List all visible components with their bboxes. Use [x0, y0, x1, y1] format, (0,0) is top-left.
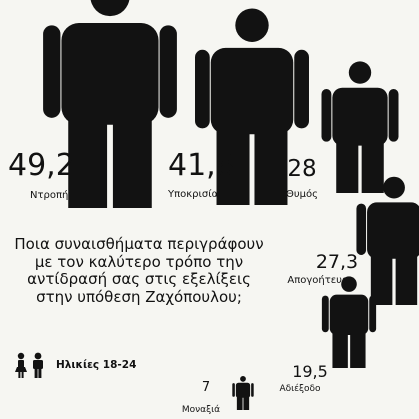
question-title: Ποια συναισθήματα περιγράφουν με τον καλ… — [14, 235, 264, 306]
figure-right-leg — [350, 333, 366, 368]
person-figure — [195, 8, 309, 205]
figure-torso — [61, 23, 159, 125]
male-female-icon — [15, 352, 43, 378]
legend-label: Ηλικίες 18-24 — [56, 359, 137, 371]
legend: Ηλικίες 18-24 — [12, 350, 136, 380]
category-label: Μοναξιά — [182, 405, 220, 415]
figure-left-leg — [236, 397, 243, 410]
figure-right-leg — [395, 256, 418, 305]
figure-head — [348, 61, 372, 84]
figure-right-leg — [361, 142, 384, 193]
value-label: 49,2 — [8, 148, 75, 183]
person-figure — [321, 276, 377, 368]
figure-left-arm — [356, 203, 367, 255]
figure-head — [235, 8, 269, 42]
figure-right-leg — [254, 130, 288, 205]
value-label: 41,8 — [168, 148, 235, 183]
value-label: 7 — [202, 380, 210, 395]
figure-left-arm — [195, 49, 210, 129]
category-label: Θυμός — [286, 188, 318, 200]
figure-torso — [329, 294, 369, 336]
figure-left-arm — [321, 295, 329, 333]
figure-right-leg — [112, 120, 152, 208]
figure-left-arm — [321, 89, 332, 142]
figure-torso — [332, 87, 388, 146]
category-label: Ντροπή — [30, 189, 68, 201]
figure-left-leg — [68, 120, 108, 208]
category-label: Υποκρισία — [167, 188, 219, 200]
figure-left-leg — [370, 256, 393, 305]
value-label: 28 — [287, 156, 316, 182]
value-label: 27,3 — [316, 251, 358, 273]
figure-left-leg — [216, 130, 250, 205]
figure-torso — [235, 382, 251, 398]
figure-head — [383, 176, 405, 199]
category-label: Αδιέξοδο — [279, 383, 321, 394]
figure-left-arm — [43, 25, 61, 118]
person-figure — [43, 0, 177, 208]
value-label: 19,5 — [292, 362, 328, 381]
figure-right-arm — [159, 25, 177, 118]
figure-right-arm — [251, 383, 254, 397]
person-figure — [321, 61, 399, 193]
figure-right-leg — [243, 397, 250, 410]
figure-head — [90, 0, 130, 17]
figure-right-arm — [388, 89, 399, 142]
figure-head — [240, 376, 246, 382]
figure-left-leg — [336, 142, 359, 193]
figure-torso — [210, 47, 294, 135]
category-label: Απογοήτευση — [287, 274, 354, 286]
figure-right-arm — [294, 49, 309, 129]
figure-torso — [367, 202, 419, 259]
figure-left-leg — [332, 333, 348, 368]
figure-left-arm — [232, 383, 235, 397]
person-figure — [356, 176, 419, 305]
figure-head — [341, 276, 357, 292]
figure-right-arm — [369, 295, 377, 333]
person-figure — [232, 376, 254, 410]
